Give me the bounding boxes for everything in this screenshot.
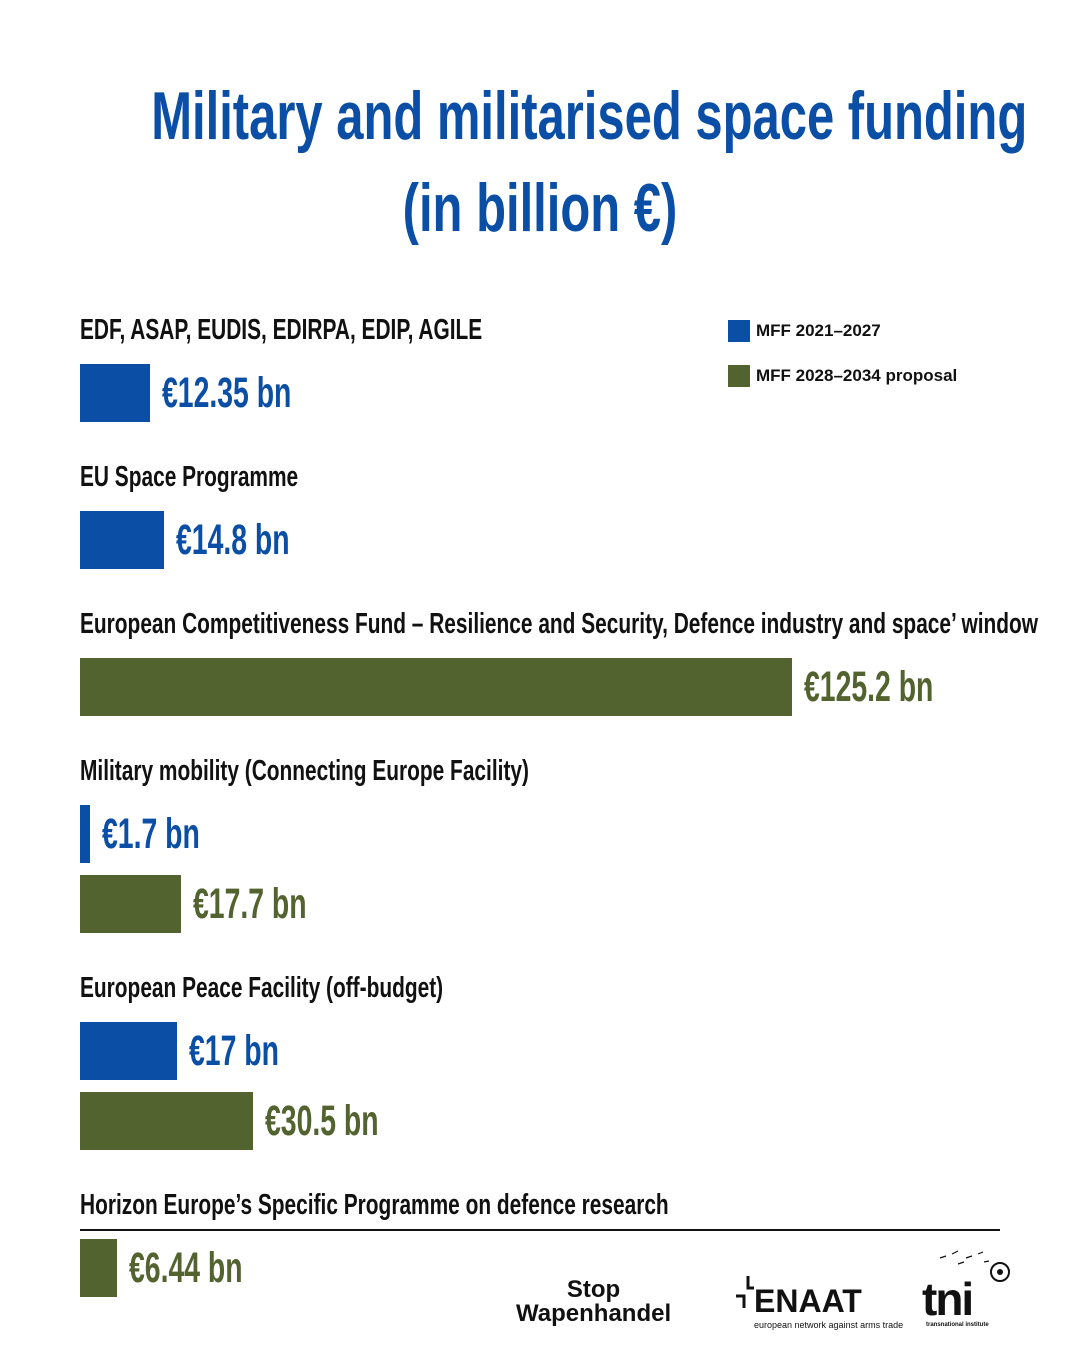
group-label: European Peace Facility (off-budget) [80, 972, 444, 1004]
bar-value-label: €14.8 bn [176, 516, 290, 564]
bar-mff_current [80, 511, 164, 569]
legend-item-mff-proposal: MFF 2028–2034 proposal [728, 363, 957, 389]
bar-mff_current [80, 364, 150, 422]
bar-value-label: €12.35 bn [162, 369, 292, 417]
group-label: European Competitiveness Fund – Resilien… [80, 608, 1039, 640]
legend: MFF 2021–2027 MFF 2028–2034 proposal [728, 318, 957, 408]
dandelion-icon [939, 1250, 1010, 1282]
bar-mff_proposal [80, 1239, 117, 1297]
bar-mff_current [80, 805, 90, 863]
tni-logo-tagline: transnational institute [926, 1322, 989, 1328]
legend-swatch-mff-proposal [728, 365, 750, 387]
stop-wapenhandel-logo-line-2: Wapenhandel [516, 1300, 672, 1327]
legend-item-mff-current: MFF 2021–2027 [728, 318, 957, 344]
chart-title-line-1: Military and militarised space funding [151, 78, 1028, 154]
stop-wapenhandel-logo: Stop Wapenhandel [516, 1278, 671, 1326]
bar-mff_proposal [80, 1092, 253, 1150]
enaat-logo-name: ENAAT [754, 1283, 862, 1319]
bar-value-label: €6.44 bn [129, 1244, 243, 1292]
enaat-mark-icon [736, 1276, 754, 1308]
legend-label-mff-current: MFF 2021–2027 [756, 321, 881, 340]
bar-value-label: €1.7 bn [102, 810, 200, 858]
legend-swatch-mff-current [728, 320, 750, 342]
bar-value-label: €17 bn [189, 1027, 279, 1075]
legend-label-mff-proposal: MFF 2028–2034 proposal [756, 366, 958, 385]
bar-value-label: €30.5 bn [265, 1097, 379, 1145]
enaat-logo-tagline: european network against arms trade [754, 1320, 904, 1330]
tni-logo-name: tni [922, 1273, 974, 1325]
group-label: Horizon Europe’s Specific Programme on d… [80, 1189, 669, 1221]
bar-mff_current [80, 1022, 177, 1080]
bar-mff_proposal [80, 658, 792, 716]
footer-divider [80, 1229, 1000, 1231]
group-label: Military mobility (Connecting Europe Fac… [80, 755, 529, 787]
bar-value-label: €17.7 bn [193, 880, 307, 928]
bar-value-label: €125.2 bn [804, 663, 934, 711]
chart-title: Military and militarised space funding (… [151, 70, 1028, 254]
stop-wapenhandel-logo-line-1: Stop [566, 1276, 621, 1303]
bar-mff_proposal [80, 875, 181, 933]
group-label: EU Space Programme [80, 461, 299, 493]
group-label: EDF, ASAP, EUDIS, EDIRPA, EDIP, AGILE [80, 314, 483, 346]
chart-title-line-2: (in billion €) [402, 170, 678, 246]
